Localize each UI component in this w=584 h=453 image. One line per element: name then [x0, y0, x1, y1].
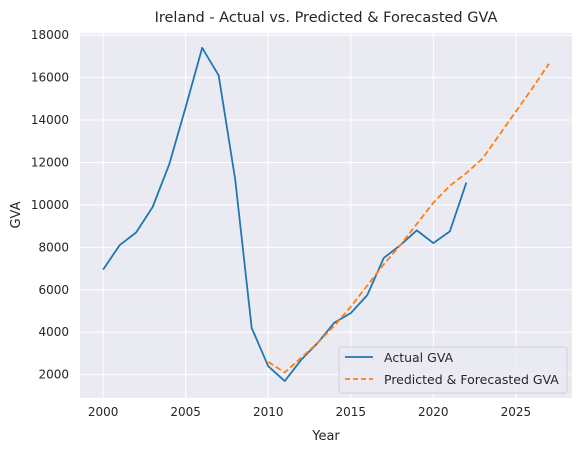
forecast-gva-point — [432, 202, 434, 204]
forecast-gva-point — [399, 244, 401, 246]
x-axis-title: Year — [311, 429, 340, 444]
y-tick-label: 6000 — [38, 283, 69, 297]
actual-gva-point — [416, 229, 418, 231]
x-tick-label: 2025 — [501, 405, 532, 419]
chart-title: Ireland - Actual vs. Predicted & Forecas… — [155, 10, 498, 26]
y-tick-label: 12000 — [31, 155, 69, 169]
actual-gva-point — [267, 365, 269, 367]
actual-gva-point — [102, 268, 104, 270]
actual-gva-point — [383, 257, 385, 259]
actual-gva-point — [284, 380, 286, 382]
forecast-gva-point — [465, 172, 467, 174]
forecast-gva-point — [548, 63, 550, 65]
forecast-gva-point — [383, 263, 385, 265]
grid — [80, 33, 572, 398]
actual-gva-point — [449, 230, 451, 232]
actual-gva-point — [201, 47, 203, 49]
actual-gva-point — [234, 178, 236, 180]
legend-label-actual: Actual GVA — [384, 350, 454, 365]
actual-gva-point — [432, 242, 434, 244]
legend: Actual GVA Predicted & Forecasted GVA — [338, 346, 568, 394]
y-tick-label: 8000 — [38, 240, 69, 254]
x-tick-labels: 2000 2005 2010 2015 2020 2025 — [88, 405, 531, 419]
actual-gva-point — [366, 294, 368, 296]
y-axis-title: GVA — [9, 201, 24, 228]
actual-gva-point — [168, 163, 170, 165]
forecast-gva-point — [498, 134, 500, 136]
x-tick-label: 2000 — [88, 405, 119, 419]
y-tick-label: 10000 — [31, 198, 69, 212]
forecast-gva-point — [300, 356, 302, 358]
forecast-gva-point — [284, 371, 286, 373]
forecast-gva-point — [449, 185, 451, 187]
y-tick-label: 2000 — [38, 368, 69, 382]
actual-gva-line — [102, 46, 468, 382]
actual-gva-point — [217, 74, 219, 76]
forecast-gva-point — [317, 342, 319, 344]
forecast-gva-point — [267, 361, 269, 363]
forecast-gva-point — [482, 157, 484, 159]
actual-gva-point — [118, 244, 120, 246]
plot-area — [80, 33, 572, 398]
x-tick-label: 2020 — [418, 405, 449, 419]
forecast-gva-line — [267, 63, 550, 374]
x-tick-label: 2015 — [335, 405, 366, 419]
x-tick-label: 2010 — [253, 405, 284, 419]
y-tick-label: 14000 — [31, 113, 69, 127]
forecast-gva-point — [515, 110, 517, 112]
series-lines — [102, 46, 550, 382]
x-tick-label: 2005 — [170, 405, 201, 419]
legend-box — [338, 346, 568, 394]
y-tick-label: 16000 — [31, 71, 69, 85]
y-tick-label: 18000 — [31, 28, 69, 42]
actual-gva-point — [465, 181, 467, 183]
forecast-gva-point — [333, 325, 335, 327]
y-tick-labels: 2000 4000 6000 8000 10000 12000 14000 16000 1800… — [31, 28, 69, 382]
actual-gva-point — [184, 106, 186, 108]
forecast-gva-point — [416, 223, 418, 225]
actual-gva-point — [135, 231, 137, 233]
y-tick-label: 4000 — [38, 325, 69, 339]
actual-gva-point — [251, 327, 253, 329]
actual-gva-point — [151, 206, 153, 208]
actual-gva-point — [350, 312, 352, 314]
forecast-gva-point — [366, 284, 368, 286]
forecast-gva-point — [350, 306, 352, 308]
legend-label-forecast: Predicted & Forecasted GVA — [384, 372, 559, 387]
forecast-gva-point — [531, 87, 533, 89]
